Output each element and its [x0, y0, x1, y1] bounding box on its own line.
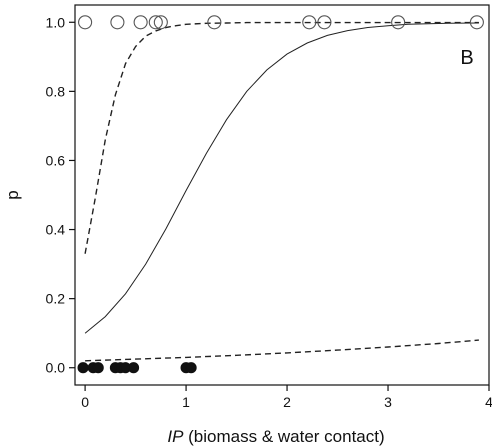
- y-axis-label: p: [3, 190, 22, 199]
- x-tick-label: 3: [384, 394, 392, 410]
- confidence-band-curve: [85, 339, 479, 362]
- plot-frame: [74, 4, 490, 386]
- y-tick-label: 0.6: [46, 152, 66, 168]
- x-tick-label: 2: [283, 394, 291, 410]
- data-point-one: [207, 15, 222, 30]
- data-point-one: [78, 15, 93, 30]
- data-point-one: [317, 15, 332, 30]
- data-point-zero: [185, 362, 197, 374]
- fitted-curve: [84, 22, 479, 334]
- data-point-one: [148, 15, 163, 30]
- x-tick-label: 0: [81, 394, 89, 410]
- x-axis-label-rest: (biomass & water contact): [183, 427, 384, 446]
- data-point-zero: [128, 362, 140, 374]
- data-point-one: [469, 15, 484, 30]
- confidence-band-curve: [84, 21, 479, 254]
- data-point-zero: [92, 362, 104, 374]
- y-tick-label: 0.0: [46, 360, 66, 376]
- y-tick-label: 0.2: [46, 291, 66, 307]
- data-point-one: [110, 15, 125, 30]
- data-point-zero: [77, 362, 89, 374]
- y-tick-label: 0.4: [46, 222, 66, 238]
- y-tick-label: 0.8: [46, 83, 66, 99]
- y-tick-label: 1.0: [46, 14, 66, 30]
- x-tick-label: 4: [485, 394, 492, 410]
- x-axis-label-italic: IP: [167, 427, 184, 446]
- x-axis: 0 1 2 3 4: [81, 385, 492, 410]
- x-axis-label: IP (biomass & water contact): [167, 427, 384, 446]
- y-axis: 0.0 0.2 0.4 0.6 0.8 1.0: [46, 14, 75, 376]
- data-point-one: [133, 15, 148, 30]
- data-point-one: [302, 15, 317, 30]
- x-tick-label: 1: [182, 394, 190, 410]
- data-point-one: [391, 15, 406, 30]
- plot-area: [77, 15, 484, 374]
- data-point-one: [153, 15, 168, 30]
- panel-label: B: [460, 47, 473, 69]
